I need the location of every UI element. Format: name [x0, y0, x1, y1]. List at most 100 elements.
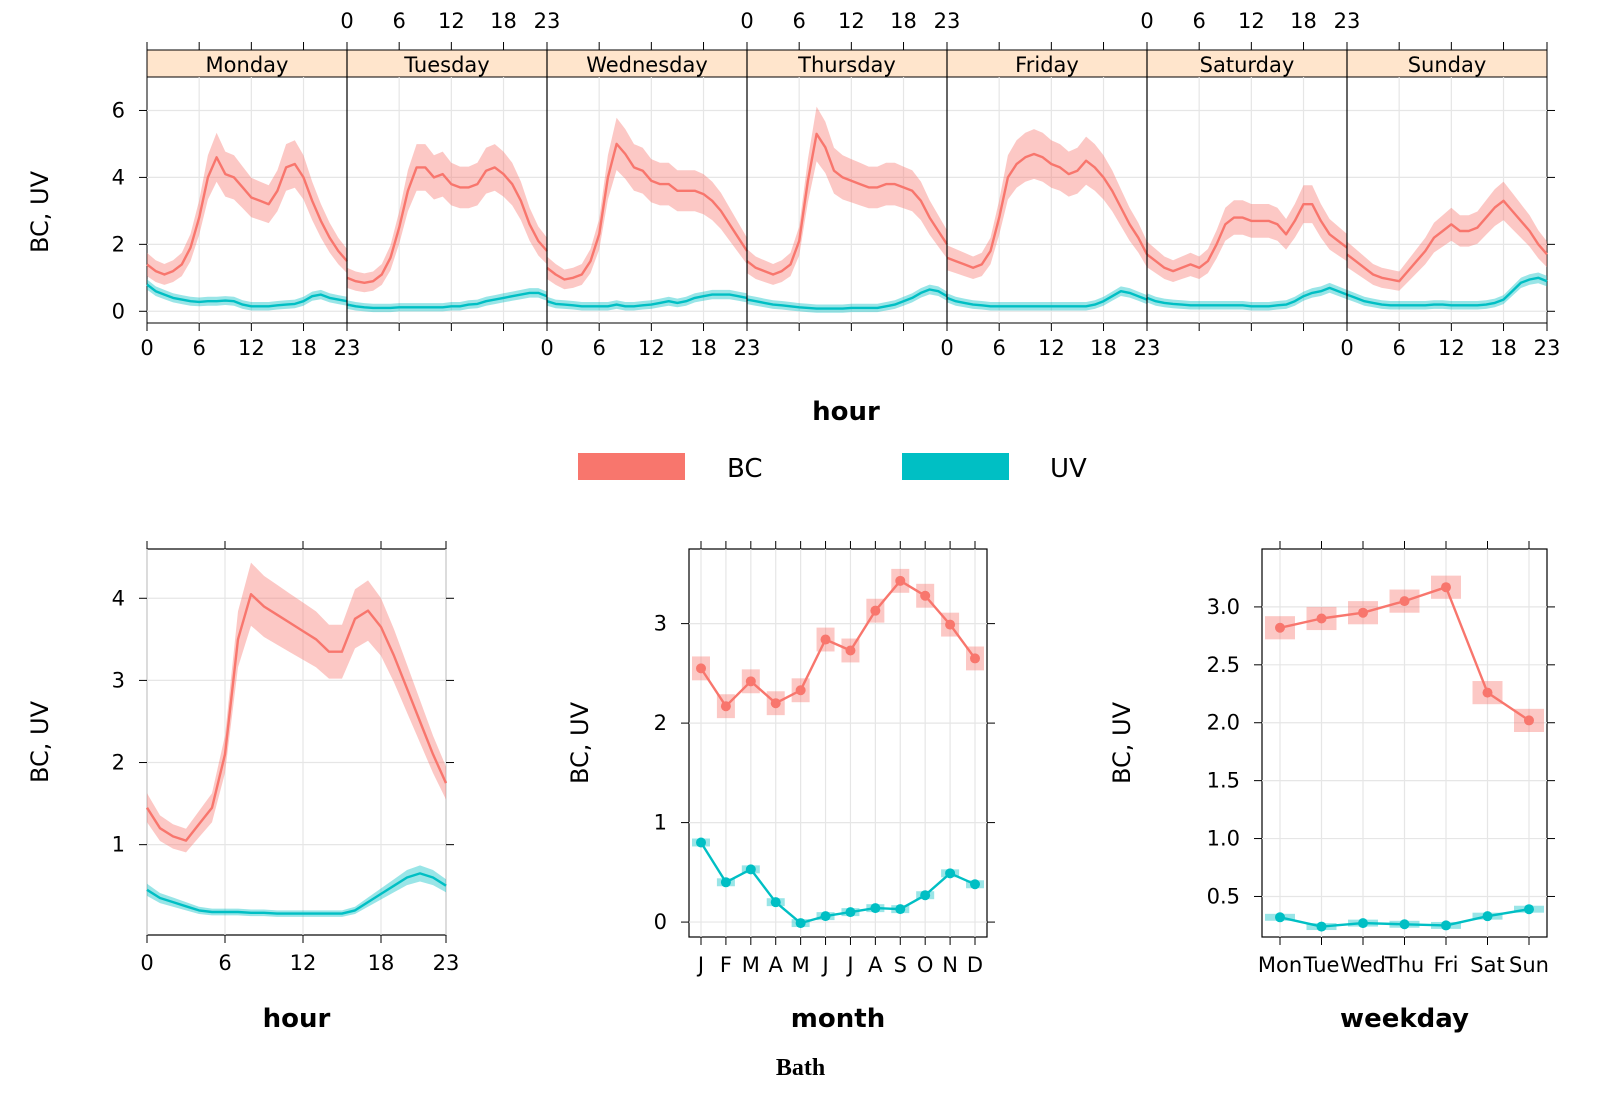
x-tick-label: O [917, 953, 934, 977]
x-tick-label: 12 [238, 336, 265, 360]
y-tick-label: 0 [654, 910, 667, 934]
data-point-bc [795, 685, 806, 696]
x-tick-label: Wed [1340, 953, 1386, 977]
legend-label: BC [727, 454, 763, 484]
x-tick-label: F [720, 953, 732, 977]
data-point-bc [845, 645, 856, 656]
x-tick-label: M [742, 953, 760, 977]
x-tick-label: Tue [1303, 953, 1340, 977]
data-point-bc [1524, 715, 1534, 726]
x-tick-label: 23 [1534, 336, 1561, 360]
data-point-bc [1482, 687, 1493, 698]
legend-item-bc: BC [578, 453, 763, 484]
data-point-uv [1275, 912, 1285, 923]
series-line-uv [746, 288, 948, 310]
x-tick-label: 12 [290, 951, 317, 975]
series-line-uv [546, 293, 748, 308]
x-tick-label-top: 23 [934, 9, 961, 33]
data-point-bc [895, 575, 906, 586]
panel-saturday: Saturday 0 6 12 18 23 [1140, 9, 1360, 331]
x-tick-label: 18 [1090, 336, 1117, 360]
y-tick-label: 0 [112, 299, 125, 323]
x-tick-label: Fri [1433, 953, 1458, 977]
x-tick-label: 0 [540, 336, 553, 360]
y-axis-label: BC, UV [1108, 701, 1136, 784]
panel-thursday: Thursday 0 6 12 18 23 [740, 9, 960, 331]
ci-band-bc [347, 144, 547, 293]
x-tick-label-top: 23 [534, 9, 561, 33]
x-tick-label: 12 [1038, 336, 1065, 360]
strip-label: Sunday [1408, 53, 1487, 77]
legend-label: UV [1050, 454, 1087, 484]
x-tick-label: D [967, 953, 983, 977]
legend: BC UV [578, 453, 1087, 484]
strip-wednesday [546, 49, 748, 78]
ci-band-uv [547, 289, 747, 311]
x-tick-label-top: 12 [438, 9, 465, 33]
x-tick-label-top: 6 [792, 9, 805, 33]
data-point-uv [920, 890, 931, 901]
x-axis-label: month [791, 1004, 885, 1034]
x-tick-label: 6 [192, 336, 205, 360]
x-tick-label: 6 [592, 336, 605, 360]
y-axis-label: BC, UV [26, 700, 54, 783]
x-tick-label: J [820, 953, 828, 977]
x-tick-label: A [868, 953, 883, 977]
strip-monday [146, 49, 348, 78]
strip-label: Friday [1015, 53, 1079, 77]
data-point-bc [820, 634, 831, 645]
data-point-bc [970, 653, 980, 664]
data-point-bc [1275, 622, 1285, 633]
ci-band-uv [347, 288, 547, 313]
data-point-bc [920, 590, 931, 601]
day-hour-chart: Monday 0 6 12 18 23 Tuesday 0 6 12 18 23 Wednesday 0 6… [26, 9, 1560, 427]
series-line-bc [146, 156, 348, 276]
series-line-bc [1146, 203, 1348, 273]
series-line-uv [1346, 276, 1548, 307]
ci-band-bc [147, 562, 446, 853]
strip-thursday [746, 49, 948, 78]
x-tick-label-top: 18 [1290, 9, 1317, 33]
x-axis-label: hour [263, 1004, 331, 1034]
ci-band-uv [747, 284, 947, 313]
x-tick-label: 6 [1392, 336, 1405, 360]
data-point-uv [945, 868, 956, 879]
x-tick-label-top: 18 [490, 9, 517, 33]
y-tick-label: 4 [112, 586, 125, 610]
data-point-uv [1524, 904, 1534, 915]
ci-band-bc [1347, 181, 1547, 291]
strip-label: Tuesday [403, 53, 489, 77]
y-tick-label: 3 [112, 668, 125, 692]
y-tick-label: 1 [112, 833, 125, 857]
data-point-bc [945, 619, 956, 630]
data-point-bc [1441, 582, 1451, 593]
ci-band-uv [1347, 272, 1547, 310]
y-tick-label: 1.5 [1207, 769, 1240, 793]
data-point-bc [1316, 613, 1327, 624]
x-tick-label: S [894, 953, 907, 977]
data-point-bc [1358, 607, 1368, 618]
x-tick-label-top: 0 [1140, 9, 1153, 33]
x-tick-label: N [942, 953, 958, 977]
y-tick-label: 3.0 [1207, 595, 1240, 619]
series-line-bc [699, 579, 976, 708]
data-point-uv [745, 864, 756, 875]
series-line-uv [946, 290, 1148, 308]
strip-saturday [1146, 49, 1348, 78]
x-axis-label: weekday [1340, 1004, 1469, 1034]
series-line-bc [145, 593, 448, 842]
figure-caption: Bath [775, 1055, 826, 1081]
data-point-uv [970, 879, 980, 890]
data-point-uv [1399, 919, 1410, 930]
panel-wednesday: Wednesday 0 6 12 18 23 [540, 42, 760, 360]
panel-friday: Friday 0 6 12 18 23 [940, 42, 1160, 360]
data-point-bc [696, 663, 706, 674]
x-tick-label: 23 [734, 336, 761, 360]
series-line-bc [746, 132, 949, 276]
x-tick-label: 0 [940, 336, 953, 360]
strip-label: Thursday [797, 53, 896, 77]
x-tick-label: Sun [1509, 953, 1549, 977]
panel-tuesday: Tuesday 0 6 12 18 23 [340, 9, 560, 331]
x-tick-label: 6 [218, 951, 231, 975]
panel-sunday: Sunday 0 6 12 18 23 [1340, 42, 1560, 360]
